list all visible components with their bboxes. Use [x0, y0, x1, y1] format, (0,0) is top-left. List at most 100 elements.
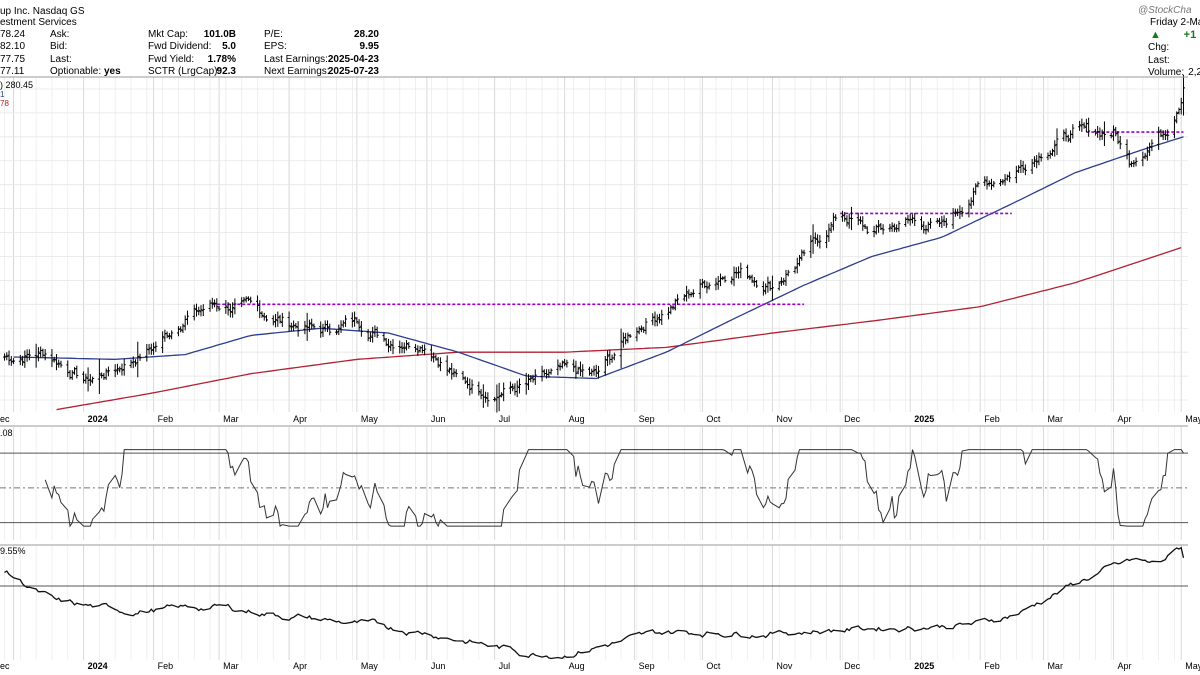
- x-tick-label: Nov: [776, 661, 793, 671]
- sector-text: estment Services: [0, 17, 77, 28]
- relative-path: [4, 546, 1185, 660]
- x-tick-label: Aug: [569, 414, 585, 424]
- change-row: ▲ +1: [1150, 29, 1196, 42]
- x-tick-label: Jul: [499, 414, 511, 424]
- price-legend-text: ) 280.45: [0, 80, 34, 90]
- quote-l1-1: Bid:: [50, 41, 68, 53]
- quote-opt-3: yes: [104, 65, 121, 77]
- chg-label-text: Chg:: [1148, 42, 1170, 53]
- x-tick-label: Jun: [431, 661, 446, 671]
- ma50-line: [13, 136, 1184, 380]
- indicator-path: [44, 449, 1184, 528]
- quote-l3-2: Last Earnings:: [264, 53, 328, 65]
- ma50-legend: 1: [0, 89, 4, 101]
- x-tick-label: Sep: [639, 414, 655, 424]
- change-value: +1: [1183, 29, 1197, 41]
- x-tick-label: May: [1185, 414, 1200, 424]
- relative-panel-grid: [4, 545, 1182, 660]
- x-tick-label: ec: [0, 414, 10, 424]
- quote-v2-0: 101.0B: [203, 29, 236, 40]
- x-tick-label: Apr: [1117, 414, 1131, 424]
- volume-value-text: 2,24: [1188, 67, 1200, 78]
- quote-l2-2: Fwd Yield:: [148, 53, 195, 65]
- quote-v3-2: 2025-04-23: [327, 53, 379, 65]
- price-legend: ) 280.45: [0, 79, 33, 91]
- ma50-legend-text: 1: [0, 90, 5, 99]
- x-tick-label: Dec: [844, 661, 861, 671]
- indicator-legend: .08: [0, 427, 13, 439]
- last-row: Last:2: [1148, 55, 1200, 67]
- relative-line: [0, 546, 1188, 660]
- x-tick-label: Oct: [706, 414, 721, 424]
- quote-v3-3: 2025-07-23: [327, 65, 379, 77]
- x-tick-label: May: [1185, 661, 1200, 671]
- x-tick-label: Feb: [158, 414, 174, 424]
- ma200-legend: 78: [0, 98, 9, 110]
- up-arrow-icon: ▲: [1150, 29, 1161, 41]
- ma200-line: [56, 246, 1182, 411]
- x-tick-label: 2025: [914, 414, 934, 424]
- price-bars: [3, 74, 1185, 413]
- x-tick-label: Jun: [431, 414, 446, 424]
- company-text: up Inc. Nasdaq GS: [0, 6, 85, 17]
- x-axis-labels: ec 2024 Feb Mar Apr May Jun Jul Aug Sep Oct Nov Dec 2…: [0, 414, 1200, 671]
- quote-v1-0: 78.24: [0, 29, 26, 40]
- price-panel-grid: [0, 77, 1188, 412]
- relative-legend-text: 9.55%: [0, 546, 26, 556]
- quote-l2-1: Fwd Dividend:: [148, 41, 212, 53]
- ma200-path: [56, 246, 1182, 411]
- x-tick-label: Mar: [1047, 414, 1063, 424]
- volume-row: Volume:2,24: [1148, 67, 1200, 79]
- x-tick-label: Nov: [776, 414, 793, 424]
- x-tick-label: 2025: [914, 661, 934, 671]
- x-tick-label: Mar: [223, 661, 239, 671]
- x-tick-label: Sep: [639, 661, 655, 671]
- quote-v1-3: 77.11: [0, 65, 25, 77]
- x-tick-label: Oct: [706, 661, 721, 671]
- company-name: up Inc. Nasdaq GS: [0, 6, 85, 18]
- x-tick-label: Mar: [1047, 661, 1063, 671]
- panel-borders: [0, 76, 1188, 546]
- x-tick-label: Jul: [499, 661, 511, 671]
- last-label-text: Last:: [1148, 55, 1170, 66]
- x-tick-label: Feb: [984, 414, 1000, 424]
- quote-l2-3: SCTR (LrgCap):: [148, 65, 221, 77]
- quote-v2-3: 92.3: [216, 65, 236, 77]
- date-text: Friday 2-Ma: [1150, 17, 1200, 28]
- x-tick-label: May: [361, 414, 379, 424]
- x-tick-label: Mar: [223, 414, 239, 424]
- indicator-line: [0, 449, 1188, 528]
- resistance-lines: [212, 131, 1184, 306]
- ma50-path: [13, 136, 1184, 380]
- x-tick-label: May: [361, 661, 379, 671]
- x-tick-label: 2024: [88, 414, 108, 424]
- quote-v2-1: 5.0: [222, 41, 236, 53]
- quote-l1-3: Optionable:: [50, 65, 102, 77]
- volume-label-text: Volume:: [1148, 67, 1185, 78]
- quote-v1-1: 82.10: [0, 41, 26, 53]
- quote-l3-3: Next Earnings:: [264, 65, 330, 77]
- quote-v2-2: 1.78%: [207, 53, 236, 65]
- quote-l1-2: Last:: [50, 53, 72, 65]
- quote-l2-0: Mkt Cap:: [148, 29, 189, 40]
- chg-label: Chg:: [1148, 42, 1169, 54]
- ma200-legend-text: 78: [0, 99, 9, 108]
- relative-legend: 9.55%: [0, 545, 26, 557]
- quote-v1-2: 77.75: [0, 53, 26, 65]
- indicator-legend-text: .08: [0, 428, 13, 438]
- x-tick-label: Feb: [984, 661, 1000, 671]
- quote-v3-0: 28.20: [353, 29, 379, 40]
- x-tick-label: Apr: [1117, 661, 1131, 671]
- quote-v3-1: 9.95: [359, 41, 379, 53]
- quote-l3-1: EPS:: [264, 41, 287, 53]
- quote-l3-0: P/E:: [264, 29, 283, 40]
- logo-text: @StockCha: [1138, 5, 1192, 16]
- x-tick-label: Aug: [569, 661, 585, 671]
- x-tick-label: Dec: [844, 414, 861, 424]
- x-tick-label: Feb: [158, 661, 174, 671]
- x-tick-label: ec: [0, 661, 10, 671]
- x-tick-label: Apr: [293, 661, 307, 671]
- x-tick-label: 2024: [88, 661, 108, 671]
- stockcharts-logo: @StockCha: [1138, 5, 1192, 17]
